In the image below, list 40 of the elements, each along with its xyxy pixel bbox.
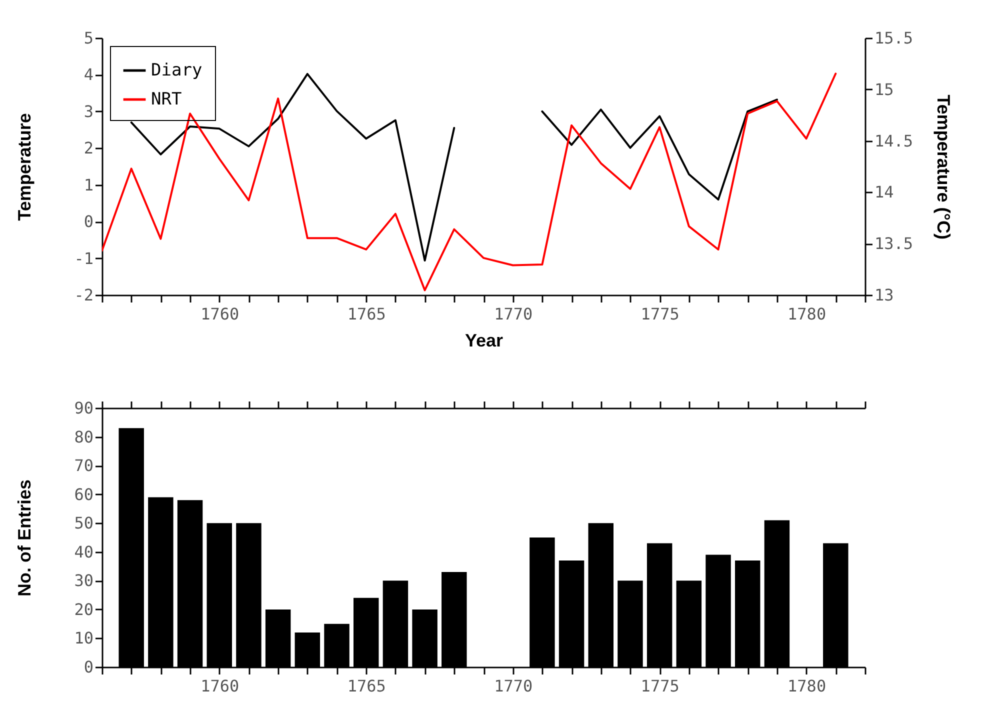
y-tick-label: 5 <box>84 28 94 48</box>
y-tick-label: 1 <box>84 175 94 194</box>
legend-label: NRT <box>151 90 182 110</box>
y-axis-title: No. of Entries <box>14 479 34 597</box>
y-tick-label: 70 <box>74 456 94 476</box>
x-tick-label: 1760 <box>200 304 240 324</box>
y2-tick-label: 15 <box>874 80 894 99</box>
x-tick-label: 1760 <box>200 676 240 696</box>
y-tick-label: 4 <box>84 65 94 84</box>
x-tick-label: 1775 <box>640 304 680 324</box>
y-tick-label: -2 <box>74 286 94 304</box>
y-tick-label: 10 <box>74 628 94 648</box>
legend-label: Diary <box>151 60 202 80</box>
y2-tick-label: 14 <box>874 182 894 202</box>
y2-axis-title: Temperature (°C) <box>934 94 954 240</box>
y-tick-label: 30 <box>74 571 94 590</box>
y-tick-label: 0 <box>84 212 94 232</box>
x-tick-label: 1780 <box>788 304 826 324</box>
x-axis-title: Year <box>464 330 504 350</box>
y-tick-label: 80 <box>74 427 94 446</box>
x-tick-label: 1775 <box>640 676 680 696</box>
y2-tick-label: 13.5 <box>874 234 914 254</box>
x-tick-label: 1770 <box>494 676 533 696</box>
x-tick-label: 1780 <box>788 676 826 696</box>
y-tick-label: 40 <box>74 542 94 562</box>
y2-tick-label: 15.5 <box>874 28 914 48</box>
y2-tick-label: 14.5 <box>874 131 914 150</box>
y-tick-label: -1 <box>74 248 94 268</box>
y-axis-title: Temperature <box>14 113 34 221</box>
y-tick-label: 20 <box>74 600 94 619</box>
x-tick-label: 1765 <box>347 304 386 324</box>
y-tick-label: 3 <box>84 102 94 121</box>
x-tick-label: 1770 <box>494 304 533 324</box>
y-tick-label: 50 <box>74 514 94 533</box>
y-tick-label: 90 <box>74 398 94 418</box>
y-tick-label: 2 <box>84 138 94 158</box>
y2-tick-label: 13 <box>874 286 894 304</box>
y-tick-label: 0 <box>84 658 94 676</box>
y-tick-label: 60 <box>74 484 94 504</box>
x-tick-label: 1765 <box>347 676 386 696</box>
